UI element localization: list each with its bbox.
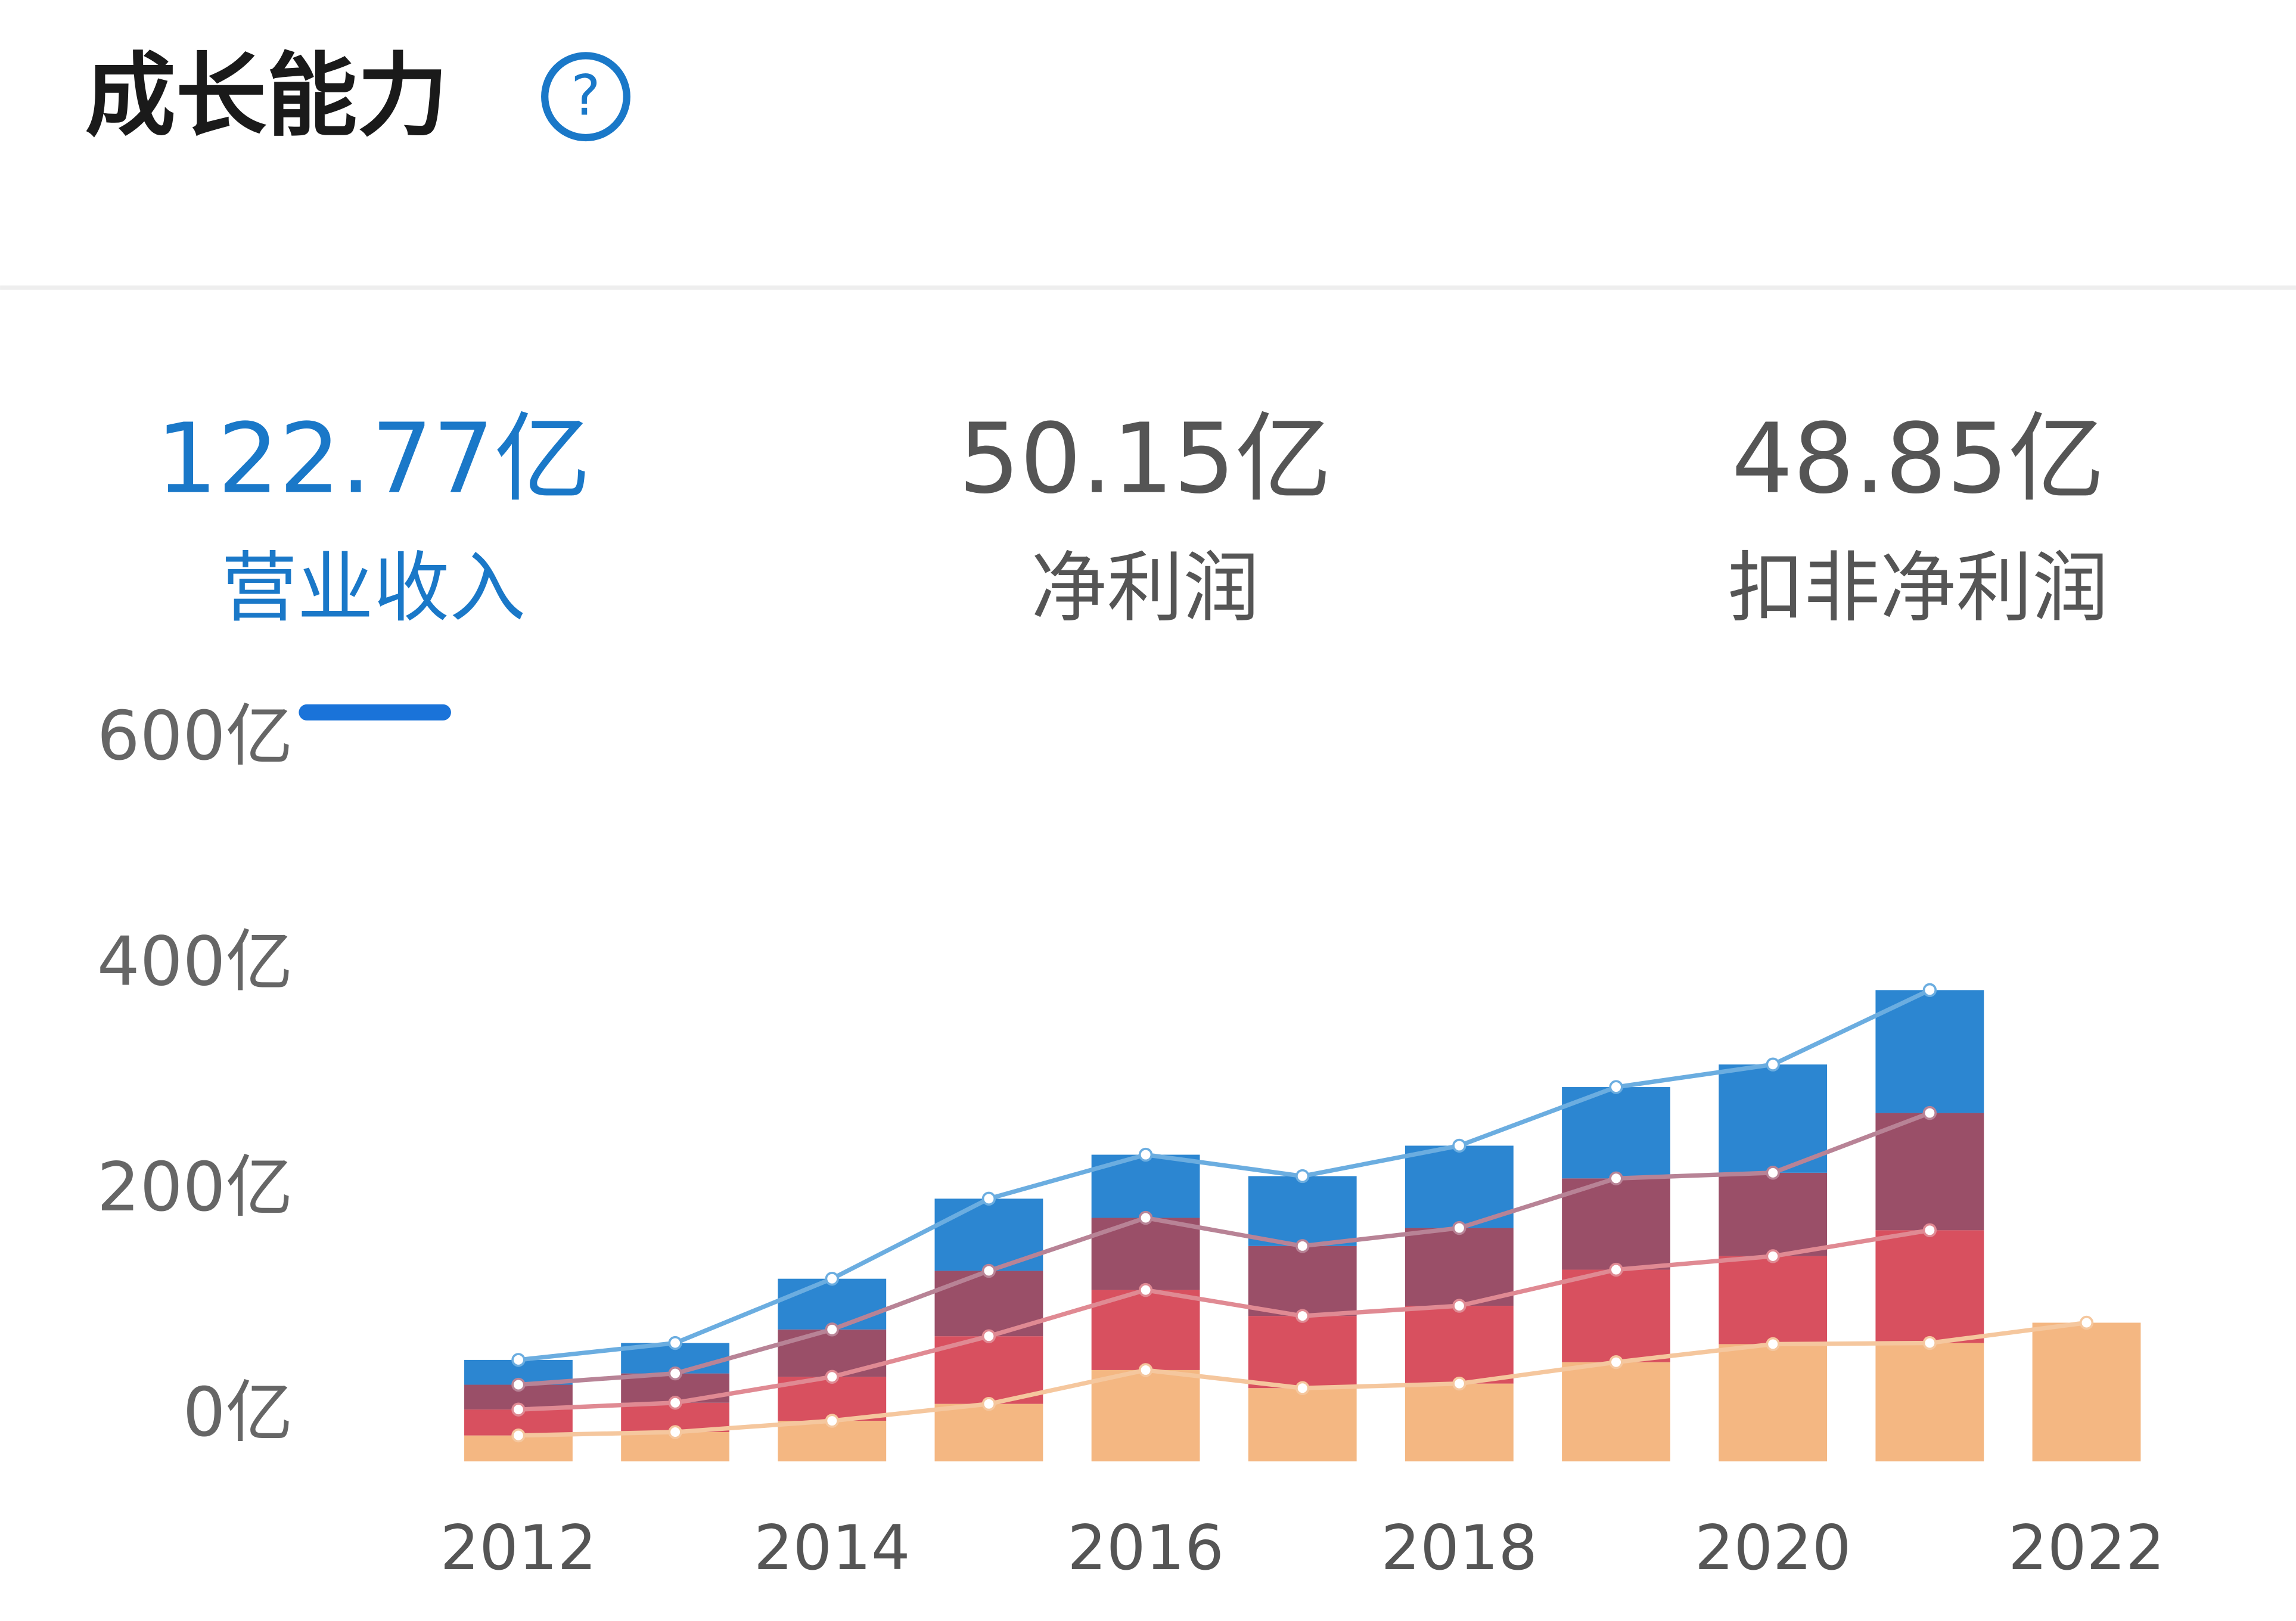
bar-segment [1719, 1064, 1828, 1173]
tab-label[interactable]: 营业收入 [221, 544, 526, 632]
line-point [1138, 1147, 1153, 1162]
line-point [825, 1414, 839, 1428]
y-tick-label: 600亿 [97, 697, 293, 775]
line-point [1609, 1262, 1623, 1277]
bar-segment [1562, 1269, 1670, 1362]
y-tick-label: 400亿 [97, 922, 293, 1001]
line-point [1138, 1210, 1153, 1225]
tab-value[interactable]: 48.85亿 [1732, 403, 2105, 516]
bar-segment [778, 1278, 887, 1330]
bar-segment [1719, 1256, 1828, 1344]
line-point [1138, 1363, 1153, 1377]
line-point [981, 1329, 996, 1343]
line-point [1295, 1169, 1310, 1184]
tab-value[interactable]: 122.77亿 [156, 403, 591, 516]
divider [0, 285, 2296, 290]
bar-segment [1719, 1344, 1828, 1462]
line-point [511, 1353, 526, 1367]
line-point [825, 1370, 839, 1384]
line-point [1138, 1282, 1153, 1297]
active-tab-indicator [299, 704, 451, 721]
line-point [1295, 1309, 1310, 1323]
help-button[interactable]: ? [541, 52, 630, 142]
x-tick-label: 2012 [440, 1513, 597, 1584]
series-line [518, 1111, 1931, 1387]
help-mark[interactable]: ? [571, 63, 601, 128]
line-point [1452, 1376, 1467, 1391]
tab-label[interactable]: 扣非净利润 [1728, 544, 2109, 632]
bar-segment [2032, 1322, 2141, 1462]
bar-segment [1248, 1176, 1357, 1246]
line-point [1922, 1223, 1937, 1237]
series-line [518, 1228, 1930, 1412]
line-point [1609, 1355, 1623, 1370]
line-point [2079, 1315, 2094, 1330]
line-point [1452, 1299, 1467, 1313]
bar-segment [1562, 1362, 1670, 1462]
line-point [1609, 1171, 1623, 1185]
line-point [1452, 1221, 1467, 1235]
line-point [1295, 1381, 1310, 1395]
bar-segment [1719, 1172, 1828, 1256]
line-point [981, 1397, 996, 1411]
line-point [668, 1425, 682, 1439]
line-point [1452, 1138, 1467, 1153]
bar-segment [1875, 990, 1984, 1113]
chart: 0亿 200亿 400亿 600亿 2012 2014 2016 2018 2020 2022 [97, 697, 2165, 1584]
line-point [668, 1396, 682, 1410]
x-tick-label: 2016 [1067, 1513, 1224, 1584]
line-point [1295, 1239, 1310, 1253]
line-point [1609, 1080, 1623, 1094]
tab-value[interactable]: 50.15亿 [958, 403, 1331, 516]
x-tick-label: 2014 [754, 1513, 911, 1584]
bar-segment [1875, 1230, 1984, 1343]
bar-segment [1248, 1388, 1357, 1462]
line-point [1766, 1337, 1780, 1352]
line-point [511, 1402, 526, 1417]
bar-segment [778, 1329, 887, 1377]
line-point [1922, 983, 1937, 998]
x-tick-label: 2022 [2008, 1513, 2165, 1584]
line-point [825, 1272, 839, 1286]
help-icon[interactable] [541, 52, 630, 142]
bar-segment [1875, 1343, 1984, 1462]
section-title: 成长能力 [85, 43, 448, 148]
bar-segment [1248, 1316, 1357, 1389]
bar-segment [934, 1403, 1043, 1462]
line-point [1766, 1249, 1780, 1263]
bar-segment [1405, 1228, 1514, 1306]
x-tick-label: 2018 [1381, 1513, 1538, 1584]
tab-label[interactable]: 净利润 [1031, 544, 1259, 632]
line-point [825, 1322, 839, 1337]
line-point [668, 1336, 682, 1350]
bar-segment [1562, 1178, 1670, 1270]
line-point [1922, 1105, 1937, 1120]
bar-segment [1405, 1306, 1514, 1384]
line-point [981, 1263, 996, 1278]
bar-segment [1405, 1383, 1514, 1462]
bar-segment [1875, 1113, 1984, 1231]
line-point [511, 1377, 526, 1392]
line-point [1766, 1057, 1780, 1072]
bar-segment [1091, 1290, 1200, 1370]
bar-segment [1091, 1370, 1200, 1462]
bar-segment [1248, 1246, 1357, 1316]
y-tick-label: 0亿 [183, 1373, 293, 1452]
line-point [1766, 1166, 1780, 1180]
line-point [668, 1366, 682, 1381]
line-point [511, 1428, 526, 1443]
series-line [518, 988, 1931, 1362]
line-point [981, 1191, 996, 1206]
x-tick-label: 2020 [1695, 1513, 1851, 1584]
line-point [1922, 1336, 1937, 1350]
y-tick-label: 200亿 [97, 1148, 293, 1226]
